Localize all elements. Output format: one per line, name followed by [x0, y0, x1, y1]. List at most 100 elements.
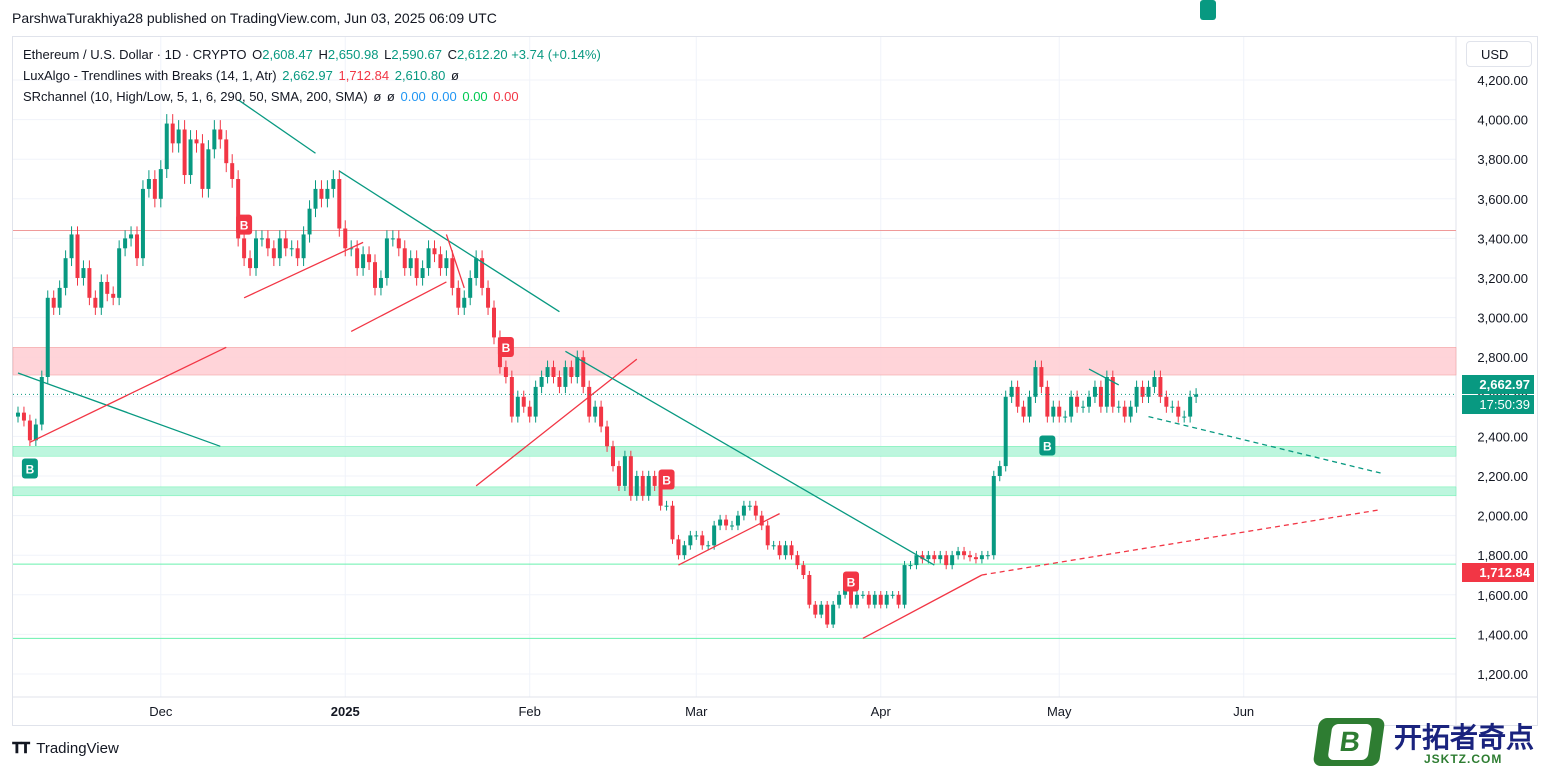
candle — [236, 170, 241, 247]
candle-body — [926, 555, 931, 560]
candle-body — [741, 505, 746, 516]
candle — [63, 250, 68, 296]
legend-srchannel-row[interactable]: SRchannel (10, High/Low, 5, 1, 6, 290, 5… — [23, 86, 601, 107]
candle — [21, 406, 26, 427]
candle — [944, 550, 949, 570]
candle-body — [807, 575, 812, 605]
candle — [599, 400, 604, 433]
currency-selector[interactable]: USD — [1466, 41, 1532, 67]
candle-body — [248, 258, 253, 269]
candle — [295, 240, 300, 267]
candle-body — [783, 545, 788, 556]
candle-body — [944, 555, 949, 566]
candle-body — [146, 179, 151, 189]
candle — [396, 230, 401, 257]
candle — [1182, 410, 1187, 423]
candle — [682, 540, 687, 560]
candle-body — [325, 188, 330, 199]
candle-body — [575, 357, 580, 377]
candle — [1128, 400, 1133, 423]
candle — [968, 550, 972, 562]
candle — [301, 226, 306, 267]
candle — [932, 550, 937, 564]
candle — [200, 134, 205, 198]
candle — [170, 114, 175, 153]
candle — [438, 246, 443, 276]
candle — [69, 226, 74, 267]
candle — [575, 350, 580, 384]
tradingview-logo[interactable]: 𝐓𝐓 TradingView — [12, 740, 119, 757]
candle-body — [271, 248, 276, 259]
candle — [503, 360, 508, 384]
candle-body — [587, 386, 592, 417]
candle-body — [730, 525, 734, 527]
candle — [99, 274, 104, 315]
candle — [176, 120, 181, 153]
candle-body — [1140, 386, 1145, 397]
x-tick-label: Feb — [518, 704, 540, 719]
candle-body — [1098, 386, 1103, 407]
y-tick-label: 1,200.00 — [1477, 667, 1528, 682]
tradingview-brand-text: TradingView — [36, 740, 119, 757]
candle-body — [813, 604, 818, 615]
candle — [93, 290, 98, 315]
candle-body — [462, 297, 467, 308]
open-label: O — [252, 47, 263, 62]
candle-body — [1057, 406, 1062, 417]
legend-symbol-row[interactable]: Ethereum / U.S. Dollar · 1D · CRYPTO O2,… — [23, 44, 601, 65]
candle-body — [206, 149, 211, 189]
y-tick-label: 1,600.00 — [1477, 588, 1528, 603]
candle-body — [884, 594, 889, 605]
break-label-bg — [497, 336, 514, 357]
break-label-bg — [236, 214, 253, 235]
candle-body — [795, 555, 800, 566]
candle — [735, 510, 740, 531]
x-tick-label: Mar — [685, 704, 708, 719]
candle-body — [634, 476, 639, 496]
candle — [670, 500, 675, 544]
candle-body — [1158, 377, 1163, 397]
candle — [795, 550, 800, 570]
candle-body — [33, 424, 38, 441]
candle-body — [1069, 396, 1074, 417]
candle — [533, 380, 538, 423]
candle-body — [1027, 396, 1032, 417]
srchannel-value-1: ø — [373, 89, 382, 104]
candles — [16, 114, 1199, 628]
candle-body — [956, 551, 961, 556]
y-tick-label: 4,000.00 — [1477, 113, 1528, 128]
candle-body — [194, 139, 199, 144]
candle — [1098, 380, 1103, 413]
break-label-down: B — [658, 469, 675, 490]
candle-body — [152, 179, 157, 199]
candle-body — [1087, 396, 1091, 407]
candle-body — [117, 248, 122, 298]
tradingview-logo-icon: 𝐓𝐓 — [12, 740, 30, 757]
legend-luxalgo-row[interactable]: LuxAlgo - Trendlines with Breaks (14, 1,… — [23, 65, 601, 86]
y-tick-label: 1,800.00 — [1477, 548, 1528, 563]
candle-body — [789, 545, 794, 556]
candle — [509, 370, 514, 423]
candle — [1188, 390, 1193, 423]
candle-body — [860, 594, 865, 596]
y-tick-label: 3,200.00 — [1477, 271, 1528, 286]
candle — [521, 390, 526, 413]
bar-countdown-tag: 17:50:39 — [1462, 395, 1534, 415]
candle — [361, 246, 366, 276]
candle-body — [123, 238, 128, 249]
candle-body — [1170, 406, 1175, 408]
candle-body — [480, 258, 485, 288]
candle — [129, 226, 134, 247]
candle — [765, 520, 770, 550]
candle — [194, 130, 199, 153]
candle — [866, 590, 871, 609]
candle — [581, 350, 586, 394]
candle — [1152, 370, 1157, 394]
candle-body — [801, 565, 806, 575]
downtrend-line — [565, 350, 935, 566]
break-label-text: B — [847, 575, 856, 589]
candle-body — [1009, 386, 1014, 397]
candle-body — [426, 248, 431, 269]
candle — [979, 550, 984, 564]
